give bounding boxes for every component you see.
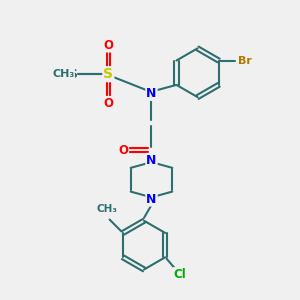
Text: N: N bbox=[146, 193, 157, 206]
Text: Br: Br bbox=[238, 56, 252, 65]
Text: CH₃: CH₃ bbox=[96, 205, 117, 214]
Text: CH₃: CH₃ bbox=[52, 69, 74, 79]
Text: O: O bbox=[118, 143, 128, 157]
Text: O: O bbox=[103, 97, 113, 110]
Text: N: N bbox=[146, 87, 157, 100]
Text: S: S bbox=[68, 68, 76, 81]
Text: S: S bbox=[103, 67, 113, 81]
Text: N: N bbox=[146, 154, 157, 167]
Text: Cl: Cl bbox=[174, 268, 186, 281]
Text: O: O bbox=[103, 39, 113, 52]
